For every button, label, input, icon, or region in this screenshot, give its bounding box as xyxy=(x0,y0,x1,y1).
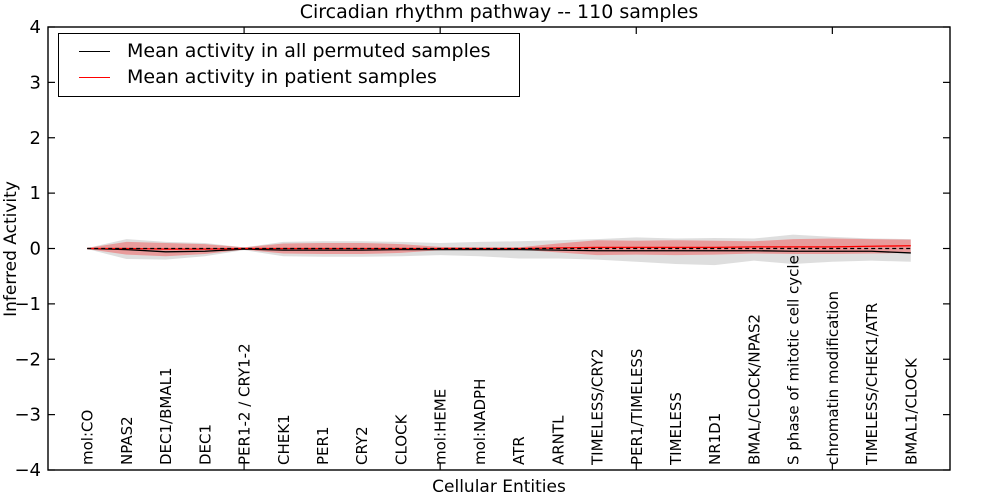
legend-label-patient: Mean activity in patient samples xyxy=(127,66,437,88)
x-category-label: mol:HEME xyxy=(432,389,450,465)
x-category-label: ARNTL xyxy=(549,415,567,465)
y-tick-label: 3 xyxy=(30,72,41,93)
x-category-label: DEC1/BMAL1 xyxy=(157,368,175,466)
patient-line-swatch xyxy=(79,76,110,78)
y-tick-label: 1 xyxy=(30,183,41,204)
x-category-label: NPAS2 xyxy=(118,416,136,465)
x-category-label: BMAL1/CLOCK xyxy=(902,357,920,465)
permuted-line-swatch xyxy=(79,50,110,52)
legend-label-permuted: Mean activity in all permuted samples xyxy=(127,40,491,62)
x-category-label: PER1 xyxy=(314,427,332,466)
legend-item-permuted: Mean activity in all permuted samples xyxy=(59,38,519,64)
y-axis-label: Inferred Activity xyxy=(1,181,21,317)
y-tick-label: −3 xyxy=(14,405,41,426)
x-category-label: ATR xyxy=(510,436,528,465)
x-category-label: CLOCK xyxy=(392,413,410,465)
x-category-label: BMAL/CLOCK/NPAS2 xyxy=(745,314,763,465)
y-tick-label: 0 xyxy=(30,239,41,260)
x-category-label: chromatin modification xyxy=(824,291,842,465)
x-category-label: TIMELESS/CRY2 xyxy=(589,348,607,466)
patient-band xyxy=(87,238,911,257)
legend-item-patient: Mean activity in patient samples xyxy=(59,64,519,90)
x-category-label: mol:NADPH xyxy=(471,379,489,465)
x-category-label: PER1-2 / CRY1-2 xyxy=(236,343,254,465)
y-tick-label: −1 xyxy=(14,294,41,315)
x-category-label: mol:CO xyxy=(79,410,97,465)
x-category-label: S phase of mitotic cell cycle xyxy=(785,255,803,465)
x-category-label: NR1D1 xyxy=(706,413,724,465)
x-category-label: CRY2 xyxy=(353,426,371,465)
x-category-label: PER1/TIMELESS xyxy=(628,349,646,465)
x-category-label: DEC1 xyxy=(196,424,214,465)
x-category-label: TIMELESS xyxy=(667,392,685,466)
y-tick-label: 4 xyxy=(30,17,41,38)
x-category-label: CHEK1 xyxy=(275,414,293,465)
patient-mean-line xyxy=(87,245,911,250)
x-axis-label: Cellular Entities xyxy=(432,477,566,497)
y-tick-label: −2 xyxy=(14,349,41,370)
legend-box: Mean activity in all permuted samples Me… xyxy=(58,33,520,97)
y-tick-label: −4 xyxy=(14,460,41,481)
permuted-mean-line xyxy=(87,247,911,254)
chart-title: Circadian rhythm pathway -- 110 samples xyxy=(299,1,699,23)
y-tick-label: 2 xyxy=(30,128,41,149)
x-category-label: TIMELESS/CHEK1/ATR xyxy=(863,303,881,466)
